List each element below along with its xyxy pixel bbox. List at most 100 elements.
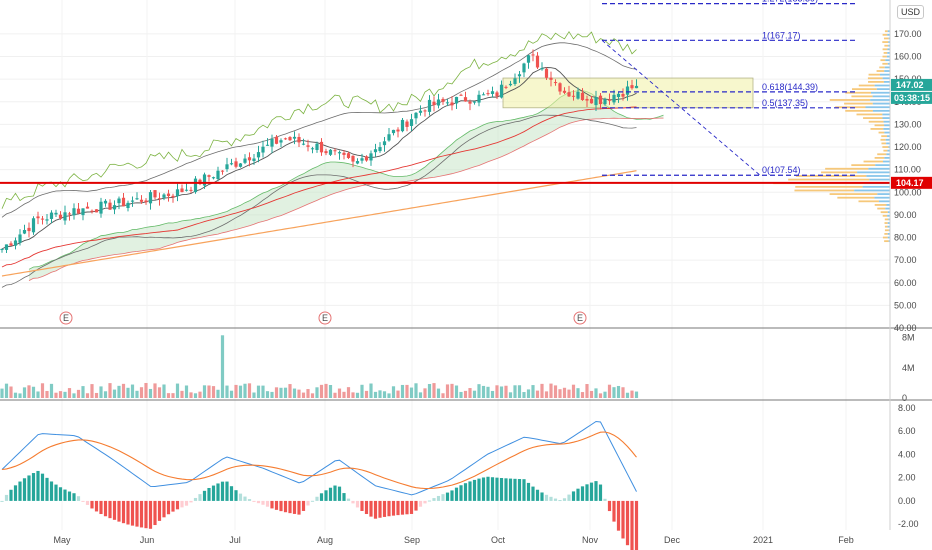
- candle-body: [558, 83, 562, 92]
- ma-medium: [1, 106, 637, 268]
- candle-body: [468, 101, 472, 104]
- candle-body: [499, 84, 504, 98]
- candle-body: [450, 102, 454, 106]
- candle-body: [99, 201, 103, 214]
- vp-bar: [866, 175, 890, 177]
- macd-histogram-bar: [261, 500, 265, 505]
- volume-bar: [535, 390, 540, 398]
- currency-selector[interactable]: USD: [896, 5, 924, 19]
- volume-bar: [603, 391, 607, 398]
- macd-histogram-bar: [49, 481, 54, 501]
- macd-histogram-bar: [202, 490, 207, 501]
- candle-body: [247, 157, 252, 161]
- candle-body: [454, 96, 459, 104]
- fib-label: 0(107.54): [762, 165, 801, 175]
- macd-tick-label: -2.00: [898, 519, 919, 529]
- volume-bar: [234, 384, 238, 398]
- vp-bar: [887, 232, 890, 235]
- macd-histogram-bar: [301, 500, 306, 511]
- volume-bar: [504, 385, 508, 398]
- vp-bar: [845, 109, 873, 112]
- vp-bar: [882, 55, 887, 58]
- candle-body: [634, 85, 639, 89]
- macd-histogram-bar: [175, 500, 180, 510]
- candle-body: [216, 170, 220, 179]
- volume-bar: [40, 383, 45, 398]
- vp-bar: [872, 95, 890, 98]
- candle-body: [517, 74, 522, 77]
- macd-histogram-bar: [220, 481, 225, 501]
- vp-bar: [884, 156, 890, 159]
- candle-body: [378, 147, 382, 152]
- volume-bar: [405, 384, 409, 398]
- volume-bar: [463, 390, 468, 398]
- candle-body: [117, 198, 121, 204]
- vp-bar: [871, 91, 890, 94]
- macd-histogram-bar: [130, 500, 135, 526]
- macd-histogram-bar: [603, 498, 607, 501]
- vp-bar: [794, 189, 855, 192]
- vp-bar: [882, 236, 888, 239]
- volume-bar: [90, 384, 94, 398]
- volume-bar: [22, 387, 27, 398]
- volume-bar: [481, 385, 486, 398]
- price-tick-label: 110.00: [894, 165, 921, 175]
- macd-histogram-bar: [585, 484, 589, 501]
- volume-bar: [576, 388, 580, 398]
- volume-bar: [454, 385, 459, 398]
- macd-histogram-bar: [436, 495, 441, 501]
- vp-bar: [795, 175, 867, 177]
- candle-body: [148, 192, 153, 204]
- bollinger-upper: [1, 42, 637, 218]
- macd-histogram-bar: [598, 484, 603, 501]
- volume-bar: [193, 393, 198, 398]
- macd-histogram-bar: [76, 496, 81, 501]
- macd-histogram-bar: [81, 500, 85, 502]
- macd-histogram-bar: [171, 500, 175, 512]
- vp-bar: [821, 171, 858, 174]
- macd-histogram-bar: [382, 500, 387, 517]
- vp-bar: [876, 88, 890, 91]
- volume-bar: [81, 386, 85, 398]
- volume-bar: [310, 393, 315, 398]
- macd-histogram-bar: [234, 490, 238, 501]
- candle-body: [441, 98, 445, 102]
- macd-histogram-bar: [162, 500, 166, 518]
- volume-bar: [171, 393, 175, 398]
- volume-bar: [472, 390, 477, 398]
- volume-bar: [634, 391, 639, 398]
- candle-body: [598, 95, 603, 105]
- macd-histogram-bar: [99, 500, 103, 515]
- candle-body: [540, 68, 544, 70]
- macd-histogram-bar: [378, 500, 382, 518]
- vp-bar: [795, 185, 863, 188]
- volume-bar: [369, 383, 373, 398]
- volume-bar: [153, 383, 157, 398]
- vp-bar: [884, 124, 890, 127]
- vp-bar: [877, 207, 886, 210]
- volume-bar: [324, 383, 328, 398]
- candle-body: [211, 177, 216, 179]
- candle-body: [27, 227, 31, 232]
- candle-body: [486, 93, 490, 95]
- macd-histogram-bar: [144, 500, 148, 529]
- volume-bar: [252, 392, 256, 398]
- month-label: Feb: [838, 535, 854, 545]
- candle-body: [396, 129, 400, 132]
- countdown-label: 03:38:15: [894, 93, 930, 103]
- candle-body: [261, 146, 265, 153]
- price-axis[interactable]: 170.00160.00150.00140.00130.00120.00110.…: [894, 29, 922, 529]
- macd-histogram-bar: [607, 500, 612, 512]
- vp-bar: [882, 48, 888, 51]
- candle-body: [157, 198, 162, 200]
- vp-bar: [887, 30, 890, 33]
- macd-histogram-bar: [472, 479, 477, 501]
- candle-body: [130, 200, 135, 202]
- candle-body: [144, 200, 148, 203]
- macd-histogram-bar: [225, 481, 229, 501]
- time-axis[interactable]: May Jun Jul Aug Sep Oct Nov Dec 2021 Feb: [53, 535, 853, 545]
- candle-body: [166, 193, 171, 197]
- candle-body: [126, 202, 130, 209]
- volume-bar: [256, 385, 261, 398]
- countdown-badge: [891, 91, 932, 104]
